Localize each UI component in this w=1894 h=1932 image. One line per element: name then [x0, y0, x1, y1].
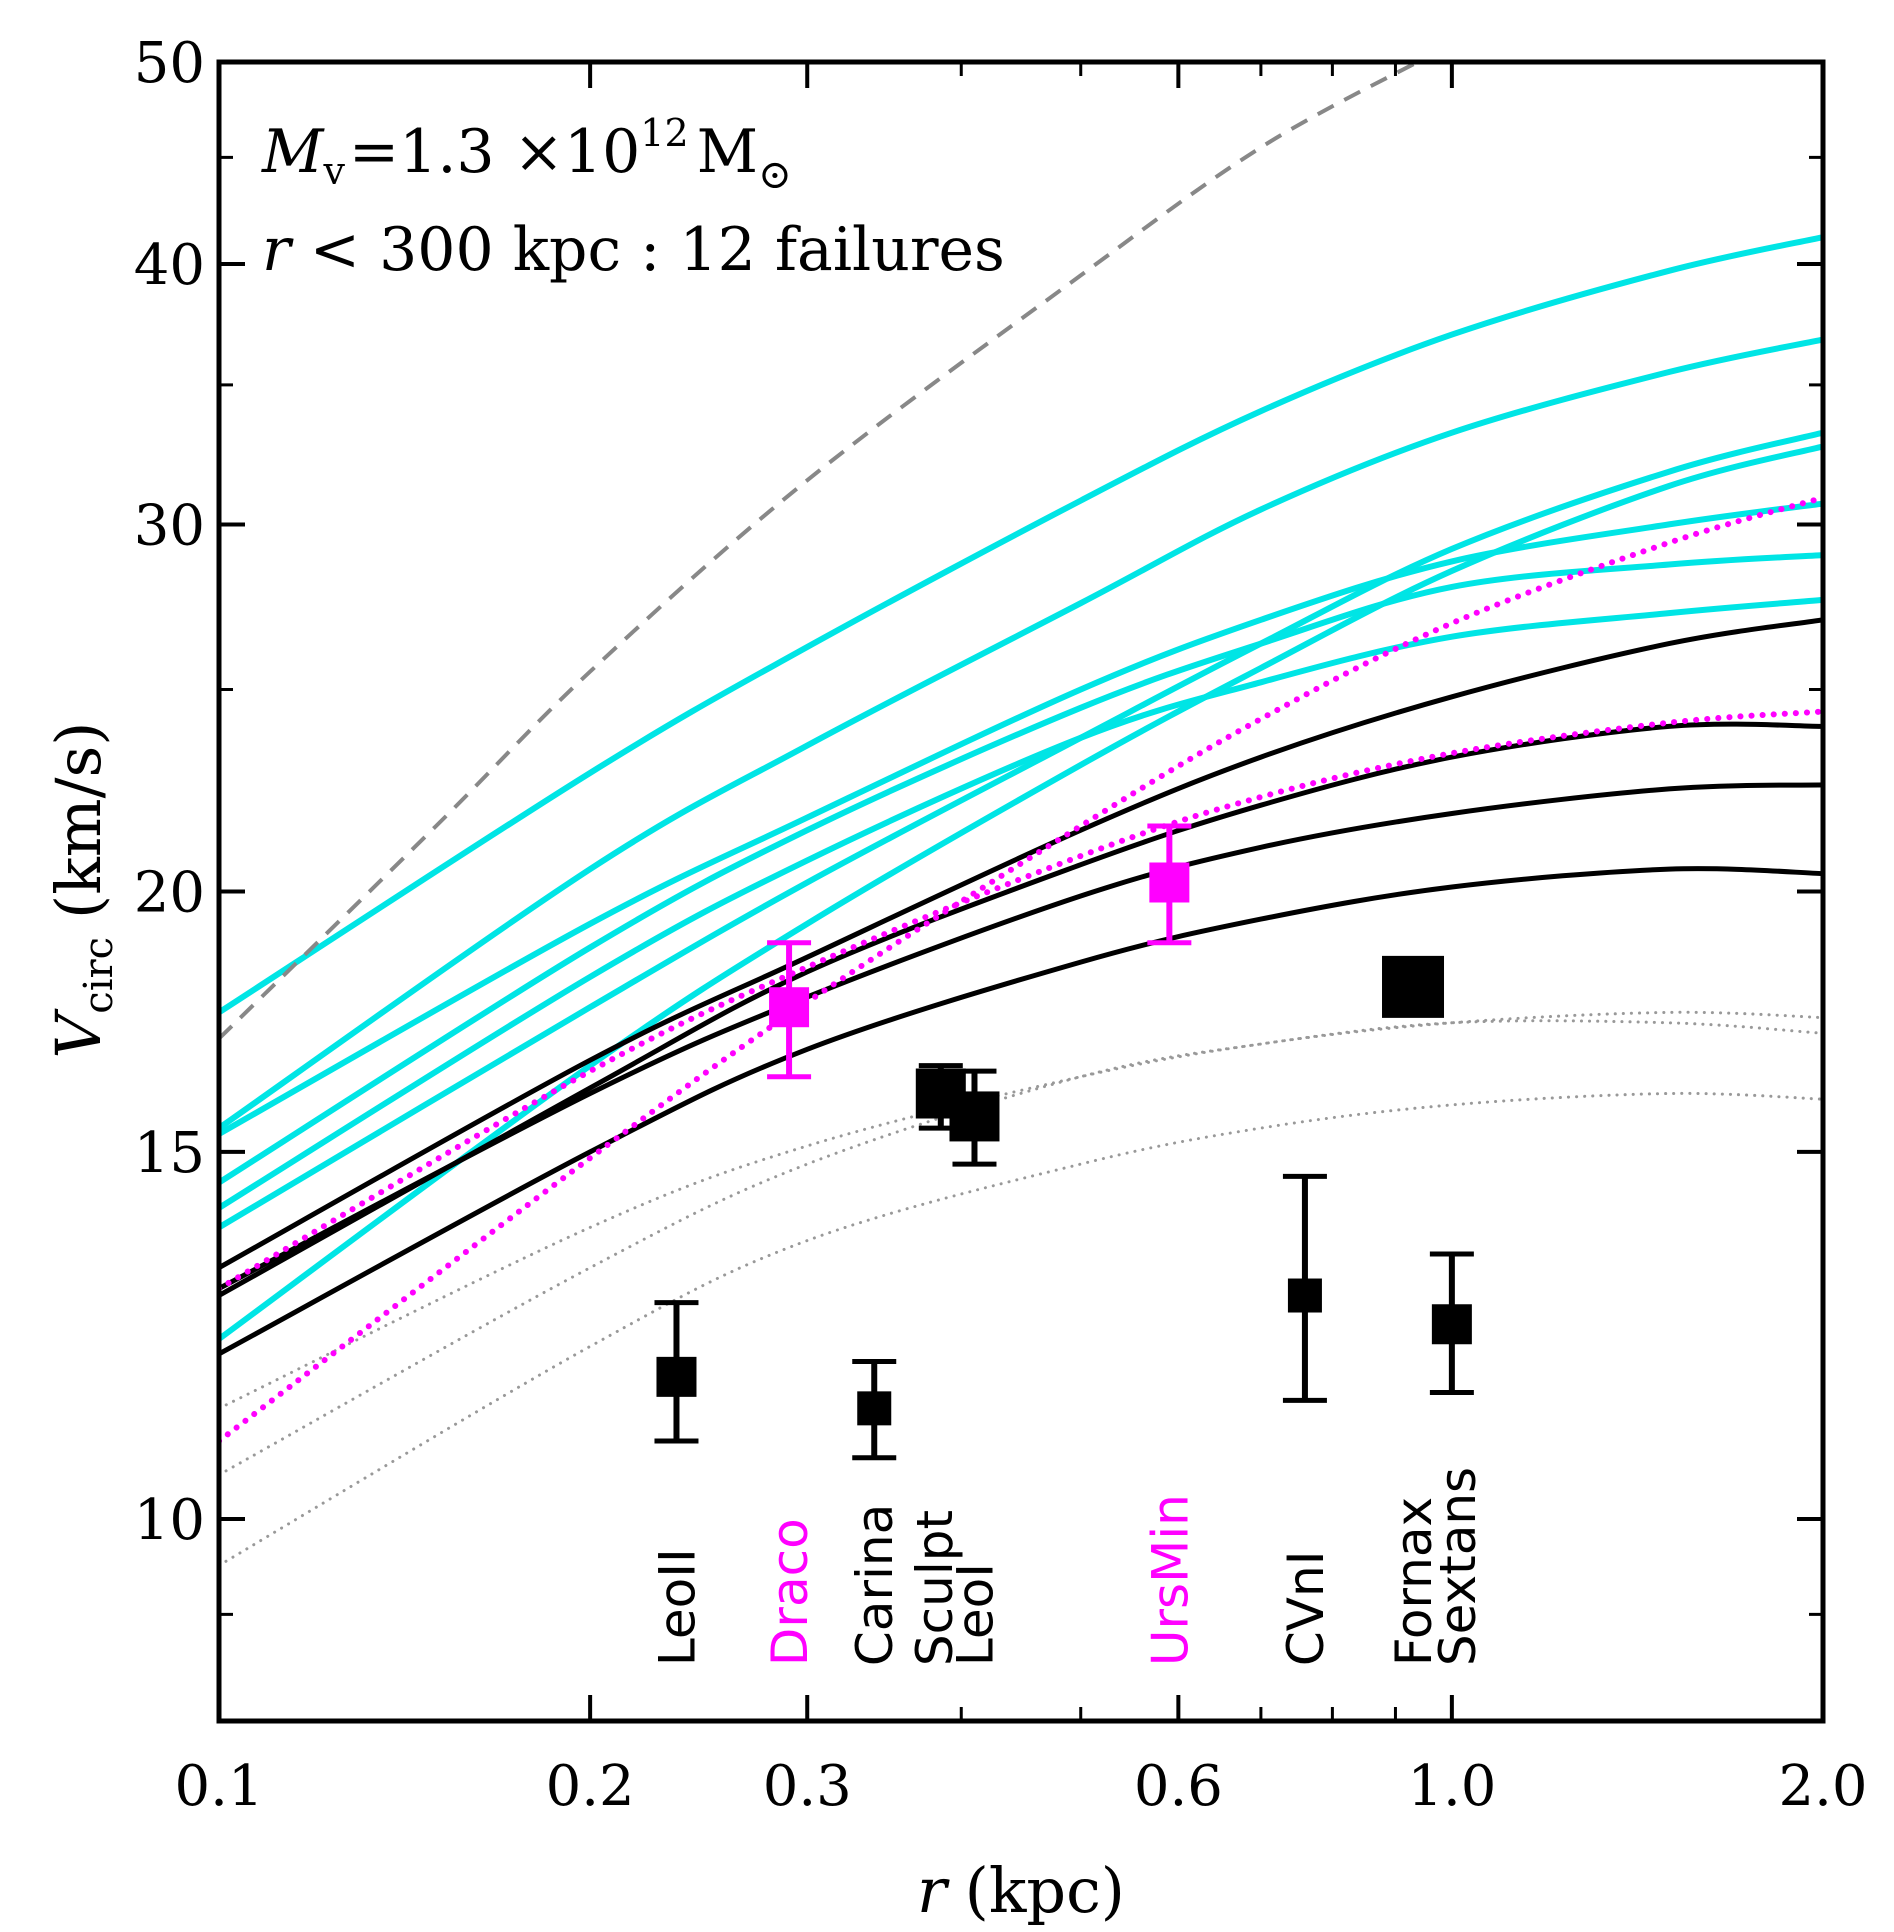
marker-Sextans — [1431, 1304, 1472, 1345]
x-tick-label: 0.3 — [763, 1754, 852, 1819]
y-axis-label: Vcirc (km/s) — [42, 722, 122, 1059]
marker-Carina — [857, 1391, 892, 1426]
galaxy-label-CVnI: CVnI — [1277, 1551, 1335, 1667]
data-point-Carina — [852, 1359, 897, 1461]
galaxy-label-Carina: Carina — [846, 1504, 904, 1666]
series-dashed-reference — [219, 62, 1422, 1041]
galaxy-label-UrsMin: UrsMin — [1141, 1494, 1199, 1666]
galaxy-label-LeoI: LeoI — [947, 1563, 1005, 1666]
data-point-Draco — [767, 940, 812, 1080]
x-tick-label: 0.1 — [174, 1754, 263, 1819]
galaxy-label-LeoII: LeoII — [649, 1548, 707, 1666]
data-point-Fornax — [1382, 955, 1445, 1018]
x-tick-label: 0.6 — [1134, 1754, 1223, 1819]
mass-eq: =1.3 ×10 — [349, 117, 640, 187]
marker-CVnI — [1287, 1278, 1322, 1313]
series-gray-dotted-1 — [219, 1010, 1823, 1410]
y-tick-label: 40 — [134, 233, 205, 298]
y-tick-label: 50 — [134, 31, 205, 96]
plot-frame — [216, 59, 1826, 1724]
series-cyan-6 — [219, 429, 1823, 1230]
mass-unit-sun: ⊙ — [758, 152, 792, 198]
y-tick-label: 15 — [134, 1121, 205, 1186]
series-black-4 — [219, 866, 1823, 1357]
y-tick-label: 10 — [134, 1488, 205, 1553]
mass-exponent: 12 — [640, 111, 688, 155]
series-gray-dotted-3 — [219, 1091, 1823, 1567]
data-point-LeoII — [654, 1300, 699, 1444]
mass-unit: M — [697, 117, 758, 187]
series-cyan-7 — [219, 443, 1823, 1342]
galaxy-label-Sculpt: Sculpt — [906, 1510, 964, 1666]
galaxy-label-Sextans: Sextans — [1429, 1467, 1487, 1666]
series-black-2 — [219, 721, 1823, 1298]
series-cyan-2 — [219, 336, 1823, 1131]
failures-symbol: r — [262, 215, 294, 285]
y-tick-label: 30 — [134, 493, 205, 558]
data-point-CVnI — [1282, 1173, 1327, 1403]
series-cyan-4 — [219, 552, 1823, 1186]
y-axis-sub: circ — [76, 937, 122, 1014]
series-magenta-dotted-2 — [219, 708, 1823, 1292]
failures-text: < 300 kpc : 12 failures — [291, 215, 1005, 285]
mass-symbol: M — [261, 117, 325, 187]
marker-LeoI — [949, 1091, 1000, 1142]
x-axis-label: r (kpc) — [917, 1854, 1125, 1927]
series-cyan-3 — [219, 500, 1823, 1137]
series-black-3 — [219, 782, 1823, 1291]
x-tick-label: 2.0 — [1778, 1754, 1867, 1819]
x-axis-symbol: r — [917, 1854, 950, 1927]
x-tick-label: 1.0 — [1407, 1754, 1496, 1819]
galaxy-label-Draco: Draco — [761, 1518, 819, 1666]
y-axis-unit: (km/s) — [42, 722, 115, 919]
y-axis-symbol: V — [42, 1007, 115, 1058]
y-tick-label: 20 — [134, 861, 205, 926]
x-axis-unit: (kpc) — [965, 1854, 1125, 1927]
marker-LeoII — [656, 1356, 697, 1397]
failures-annotation: r < 300 kpc : 12 failures — [262, 215, 1005, 285]
curves-layer — [219, 62, 1823, 1567]
x-tick-label: 0.2 — [546, 1754, 635, 1819]
galaxy-label-Fornax: Fornax — [1385, 1497, 1443, 1666]
marker-Draco — [769, 987, 810, 1028]
ticks-layer: 0.1 0.2 0.3 0.6 1.0 2.0 10 15 20 30 40 50 — [134, 31, 1868, 1819]
mass-annotation: Mv=1.3 ×1012 M⊙ — [261, 111, 792, 198]
data-point-Sextans — [1429, 1251, 1474, 1395]
series-gray-dotted-2 — [219, 1019, 1823, 1477]
mass-sub: v — [322, 149, 345, 193]
marker-Fornax — [1382, 955, 1445, 1018]
marker-UrsMin — [1149, 862, 1190, 903]
data-point-UrsMin — [1147, 823, 1192, 946]
data-point-LeoI — [949, 1068, 1000, 1167]
series-black-1 — [219, 617, 1823, 1270]
markers-layer — [654, 823, 1474, 1461]
series-cyan-1 — [219, 234, 1823, 1015]
series-cyan-5 — [219, 596, 1823, 1211]
series-magenta-dotted-1 — [219, 494, 1823, 1444]
